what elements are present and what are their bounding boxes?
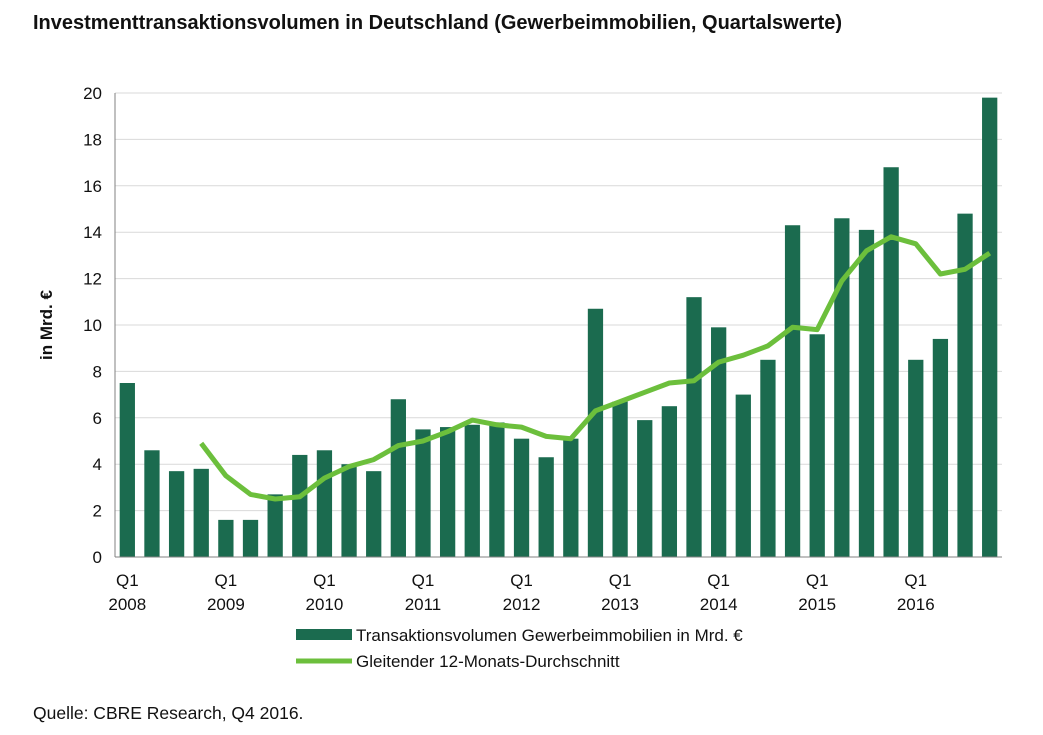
bar [858,229,875,557]
legend-swatch-bar [296,629,352,640]
y-tick-label: 8 [93,362,102,381]
bar [612,401,628,557]
bar [932,338,949,557]
x-tick-year-label: 2008 [108,595,146,614]
bar [489,422,505,557]
axis-layer: 0 2 4 6 8 10 12 14 16 18 20 in Mrd. € Q1 2008 Q1 2009 Q1… [37,84,1002,614]
x-tick-year-label: 2011 [405,595,442,614]
bar [193,468,209,557]
x-tick-year-label: 2015 [798,595,836,614]
bar [587,308,604,557]
bar [735,394,751,557]
y-tick-label: 4 [93,455,102,474]
legend-label-bar: Transaktionsvolumen Gewerbeimmobilien in… [356,626,743,645]
x-tick-year-label: 2010 [306,595,344,614]
x-tick-label: Q1 [412,571,435,590]
bar [513,438,530,557]
bar [316,450,333,557]
moving-average-line [199,234,992,502]
y-axis-label: in Mrd. € [37,290,56,360]
bar [809,334,825,557]
bar [982,97,998,557]
x-tick-label: Q1 [806,571,829,590]
x-tick-label: Q1 [510,571,533,590]
y-tick-label: 6 [93,409,102,428]
bar [242,519,259,557]
bar [563,438,579,557]
bar [464,424,480,557]
y-tick-label: 12 [83,270,102,289]
bar [661,406,678,557]
y-tick-label: 20 [83,84,102,103]
y-tick-label: 18 [83,130,102,149]
legend-label-line: Gleitender 12-Monats-Durchschnitt [356,652,620,671]
bar [218,519,234,557]
bar [686,297,702,557]
bar [908,359,924,557]
bar [415,429,431,557]
bar [711,327,727,557]
bar [784,225,801,558]
bar [144,450,160,557]
bars-layer [119,97,998,558]
bar [390,399,406,557]
bar [168,471,185,557]
y-tick-label: 10 [83,316,102,335]
legend-layer: Transaktionsvolumen Gewerbeimmobilien in… [296,626,743,671]
grid-layer [115,92,1002,512]
x-tick-label: Q1 [707,571,730,590]
bar [366,471,382,557]
x-tick-label: Q1 [313,571,336,590]
y-tick-label: 2 [93,502,102,521]
bar [760,359,776,557]
bar [637,420,653,557]
y-tick-label: 14 [83,223,102,242]
line-layer [199,234,992,502]
bar [292,454,308,557]
x-tick-year-label: 2009 [207,595,245,614]
x-tick-year-label: 2013 [601,595,639,614]
x-tick-year-label: 2012 [503,595,541,614]
x-tick-label: Q1 [215,571,238,590]
bar [267,494,283,557]
x-tick-label: Q1 [116,571,139,590]
y-tick-label: 0 [93,548,102,567]
bar [538,457,554,557]
bar [957,213,973,557]
bar [119,383,135,557]
bar [883,167,899,558]
x-tick-label: Q1 [904,571,927,590]
y-tick-label: 16 [83,177,102,196]
chart-title: Investmenttransaktionsvolumen in Deutsch… [33,12,843,34]
x-tick-label: Q1 [609,571,632,590]
bar [341,464,357,557]
x-tick-year-label: 2016 [897,595,935,614]
source-note: Quelle: CBRE Research, Q4 2016. [33,703,304,723]
x-tick-year-label: 2014 [700,595,738,614]
bar [834,218,850,557]
bar [439,427,456,557]
